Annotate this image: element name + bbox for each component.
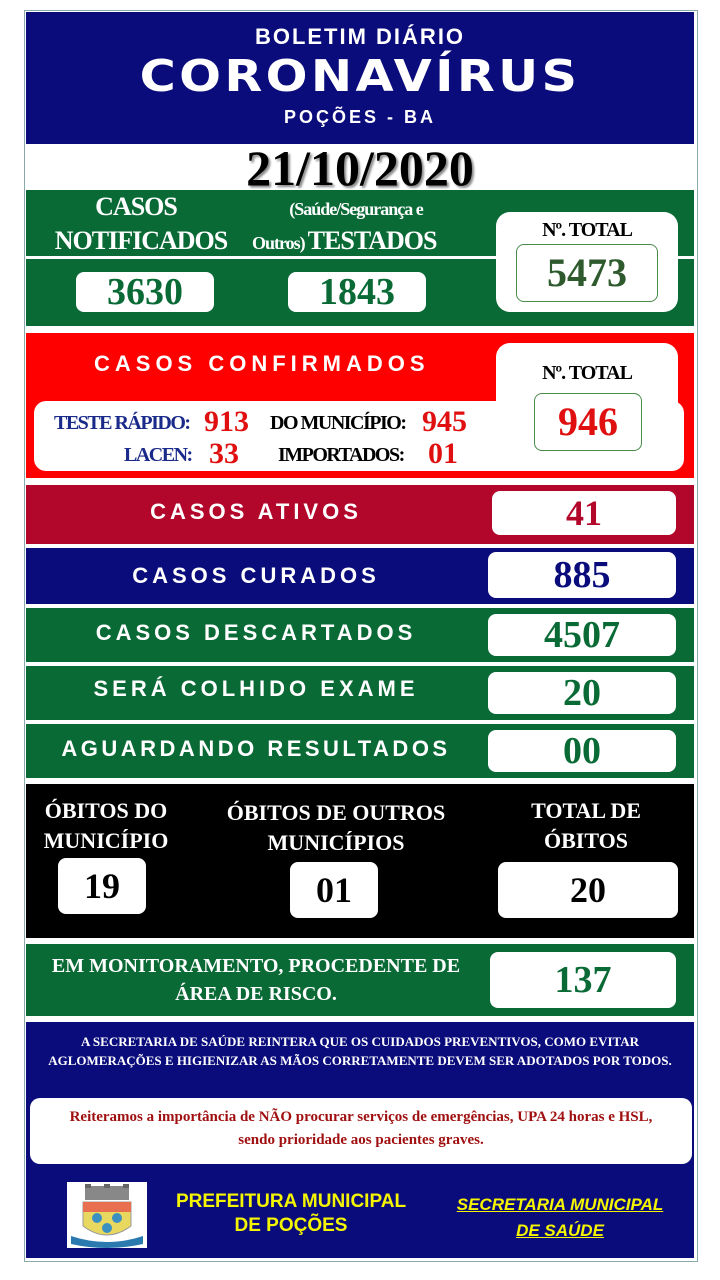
other-deaths-label-1: ÓBITOS DE OUTROS xyxy=(226,800,446,825)
lacen-label: LACEN: xyxy=(124,444,193,466)
discarded-cases-value: 4507 xyxy=(488,614,676,656)
to-collect-row: SERÁ COLHIDO EXAME 20 xyxy=(26,666,694,720)
monitoring-label-2: ÁREA DE RISCO. xyxy=(175,983,337,1005)
notified-label-1: CASOS xyxy=(95,192,178,221)
lacen-value: 33 xyxy=(209,437,239,470)
header-location: POÇÕES - BA xyxy=(283,107,436,127)
tested-label-2b: TESTADOS xyxy=(307,226,438,255)
secretaria-label-2: DE SAÚDE xyxy=(516,1221,604,1240)
municipal-value: 945 xyxy=(422,405,467,438)
awaiting-results-row: AGUARDANDO RESULTADOS 00 xyxy=(26,724,694,778)
rapid-test-value: 913 xyxy=(204,405,249,438)
total-deaths-label-1: TOTAL DE xyxy=(531,798,641,823)
to-collect-label: SERÁ COLHIDO EXAME xyxy=(93,676,419,701)
municipal-deaths-value: 19 xyxy=(58,858,146,914)
municipal-label: DO MUNICÍPIO: xyxy=(270,412,407,434)
awaiting-results-value: 00 xyxy=(488,730,676,772)
monitoring-label-1: EM MONITORAMENTO, PROCEDENTE DE xyxy=(51,955,461,977)
other-deaths-label-2: MUNICÍPIOS xyxy=(267,830,405,855)
footer-section: A SECRETARIA DE SAÚDE REINTERA QUE OS CU… xyxy=(26,1022,694,1258)
to-collect-value: 20 xyxy=(488,672,676,714)
other-deaths-value: 01 xyxy=(290,862,378,918)
total-deaths-value: 20 xyxy=(498,862,678,918)
cured-cases-value: 885 xyxy=(488,552,676,598)
prevention-notice: A SECRETARIA DE SAÚDE REINTERA QUE OS CU… xyxy=(48,1034,672,1068)
monitoring-value: 137 xyxy=(490,952,676,1008)
cured-cases-row: CASOS CURADOS 885 xyxy=(26,548,694,604)
header: BOLETIM DIÁRIO CORONAVÍRUS POÇÕES - BA xyxy=(26,12,694,144)
imported-label: IMPORTADOS: xyxy=(278,444,405,466)
tested-label-1: (Saúde/Segurança e xyxy=(289,199,424,219)
prefeitura-label-2: DE POÇÕES xyxy=(234,1215,348,1236)
tested-value: 1843 xyxy=(288,272,426,312)
monitoring-row: EM MONITORAMENTO, PROCEDENTE DE ÁREA DE R… xyxy=(26,944,694,1016)
deaths-section: ÓBITOS DO MUNICÍPIO 19 ÓBITOS DE OUTROS MU… xyxy=(26,784,694,938)
active-cases-row: CASOS ATIVOS 41 xyxy=(26,485,694,544)
total-deaths-label-2: ÓBITOS xyxy=(544,828,628,853)
header-line1: BOLETIM DIÁRIO xyxy=(254,24,466,49)
awaiting-results-label: AGUARDANDO RESULTADOS xyxy=(61,736,451,761)
emergency-warning: Reiteramos a importância de NÃO procurar… xyxy=(30,1098,692,1164)
rapid-test-label: TESTE RÁPIDO: xyxy=(54,412,191,434)
imported-value: 01 xyxy=(428,437,458,470)
tests-total-card: Nº. TOTAL 5473 xyxy=(496,212,678,312)
notified-label-2: NOTIFICADOS xyxy=(54,226,228,255)
tests-section: CASOS NOTIFICADOS (Saúde/Segurança e Out… xyxy=(26,190,694,326)
discarded-cases-label: CASOS DESCARTADOS xyxy=(95,620,417,645)
confirmed-total-value: 946 xyxy=(534,393,642,451)
municipal-coat-of-arms-logo xyxy=(67,1182,147,1248)
discarded-cases-row: CASOS DESCARTADOS 4507 xyxy=(26,608,694,662)
municipal-deaths-label-1: ÓBITOS DO xyxy=(44,798,168,823)
confirmed-title: CASOS CONFIRMADOS xyxy=(94,351,430,376)
tested-label-2a: Outros) xyxy=(252,233,306,253)
municipal-deaths-label-2: MUNICÍPIO xyxy=(43,828,169,853)
active-cases-value: 41 xyxy=(492,491,676,535)
cured-cases-label: CASOS CURADOS xyxy=(132,563,380,588)
header-title: CORONAVÍRUS xyxy=(139,51,581,102)
notified-value: 3630 xyxy=(76,272,214,312)
secretaria-label-1: SECRETARIA MUNICIPAL xyxy=(456,1195,664,1214)
bulletin-frame xyxy=(24,10,698,1262)
confirmed-section: CASOS CONFIRMADOS Nº. TOTAL 946 TESTE RÁ… xyxy=(26,333,694,478)
tests-total-label: Nº. TOTAL xyxy=(542,219,633,241)
report-date: 21/10/2020 xyxy=(246,140,474,196)
active-cases-label: CASOS ATIVOS xyxy=(150,499,362,524)
prefeitura-label-1: PREFEITURA MUNICIPAL xyxy=(175,1191,407,1212)
confirmed-total-label: Nº. TOTAL xyxy=(542,362,633,384)
tests-total-value: 5473 xyxy=(516,244,658,302)
confirmed-total-card: Nº. TOTAL 946 xyxy=(496,343,678,471)
